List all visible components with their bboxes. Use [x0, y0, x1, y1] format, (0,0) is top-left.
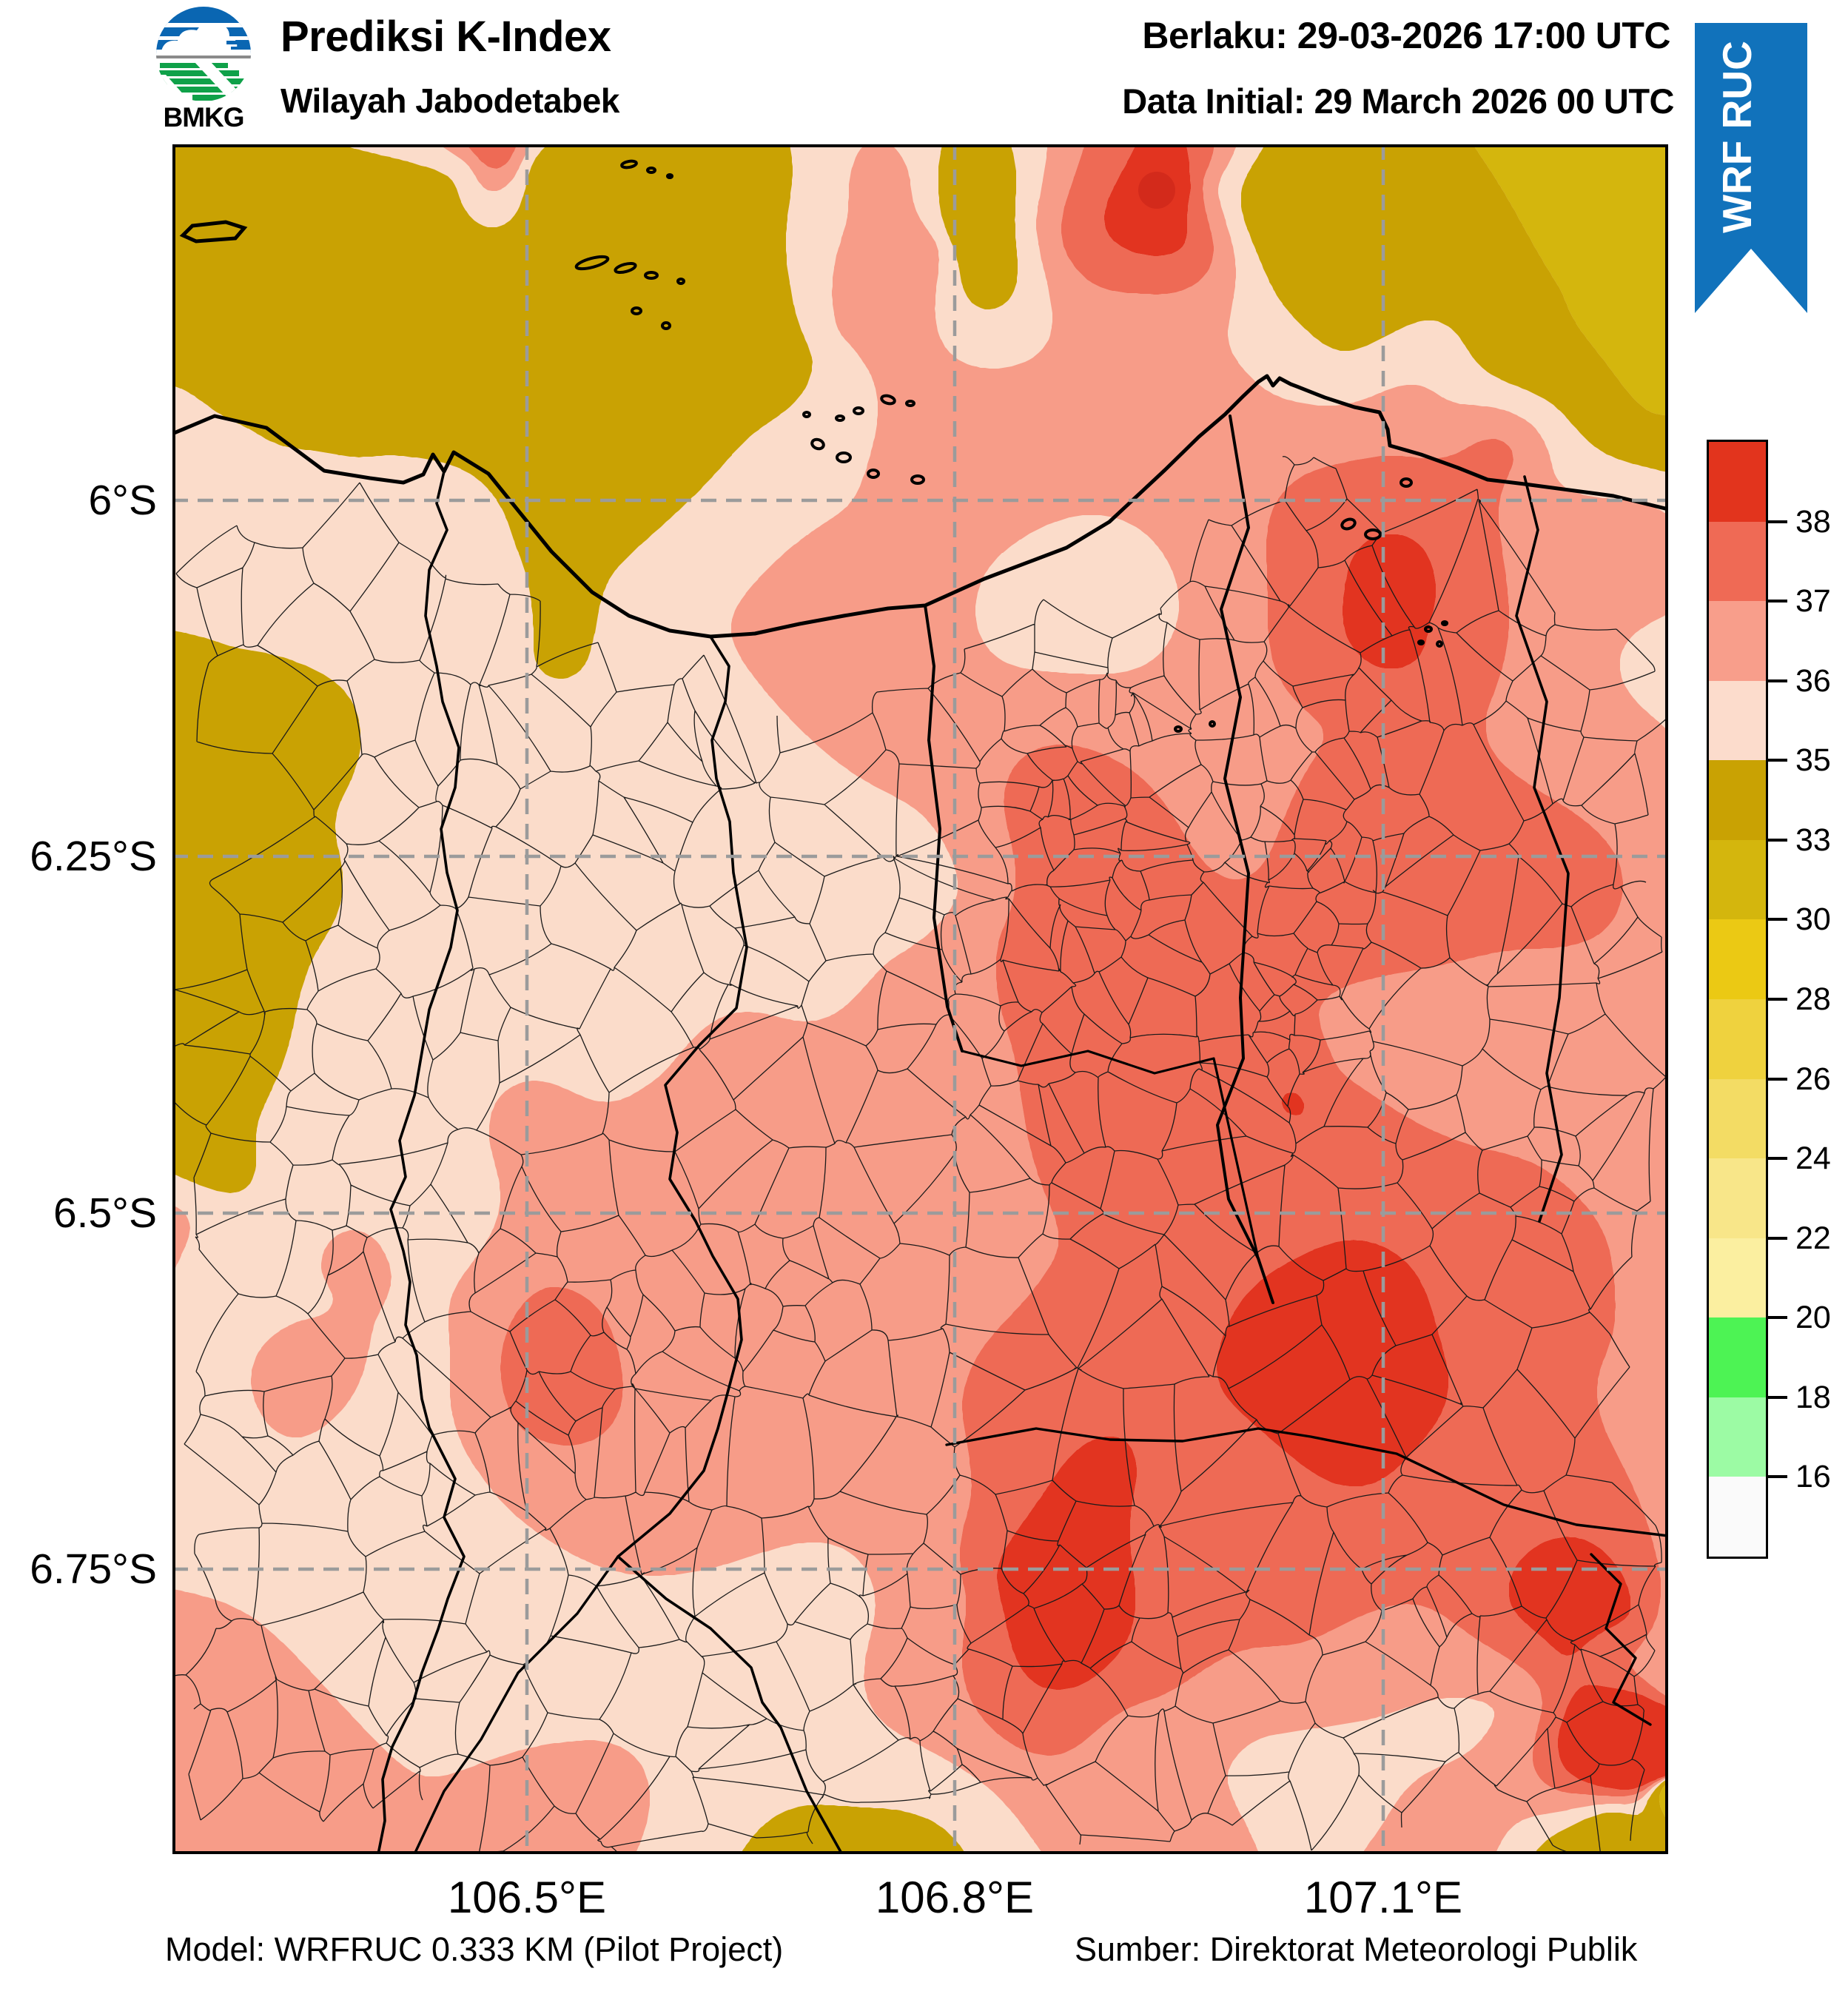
svg-text:BMKG: BMKG [163, 102, 243, 131]
svg-text:WRF RUC: WRF RUC [1714, 41, 1760, 233]
